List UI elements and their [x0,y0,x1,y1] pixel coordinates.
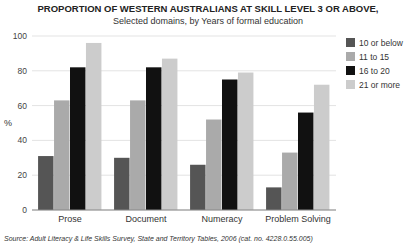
bar [54,100,69,210]
legend-swatch [346,80,355,89]
legend-swatch [346,52,355,61]
bar [146,67,161,210]
subtitle: Selected domains, by Years of formal edu… [113,16,303,26]
bar [282,153,297,210]
legend-label: 10 or below [359,38,404,48]
bar [266,187,281,210]
y-tick-label: 40 [18,135,28,145]
legend-swatch [346,38,355,47]
grid-line [32,210,336,211]
chart: PROPORTION OF WESTERN AUSTRALIANS AT SKI… [0,0,416,246]
y-axis-label: % [4,118,12,128]
y-tick-label: 60 [18,101,28,111]
bar [206,120,221,210]
bar [38,156,53,210]
x-axis-line [32,210,336,211]
bar [130,100,145,210]
legend-label: 16 to 20 [359,66,390,76]
legend: 10 or below 11 to 15 16 to 20 21 or more [346,38,404,90]
legend-swatch [346,66,355,75]
bar [190,165,205,210]
bar [314,85,329,210]
title: PROPORTION OF WESTERN AUSTRALIANS AT SKI… [38,3,379,14]
y-tick-label: 20 [18,170,28,180]
bar [238,73,253,210]
x-tick-label: Prose [58,214,82,224]
y-tick-label: 80 [18,66,28,76]
bar [222,80,237,211]
bar [162,59,177,210]
bar [298,113,313,210]
bar [70,67,85,210]
y-tick-label: 0 [22,205,27,215]
x-tick-label: Problem Solving [265,214,331,224]
grid-line [32,36,336,37]
bars [38,43,329,210]
x-tick-label: Document [125,214,167,224]
bar [86,43,101,210]
legend-label: 11 to 15 [359,52,389,62]
grid [32,36,336,210]
source-note: Source: Adult Literacy & Life Skills Sur… [4,235,313,243]
bar [114,158,129,210]
y-tick-label: 100 [13,31,27,41]
legend-label: 21 or more [359,80,400,90]
x-tick-label: Numeracy [201,214,243,224]
